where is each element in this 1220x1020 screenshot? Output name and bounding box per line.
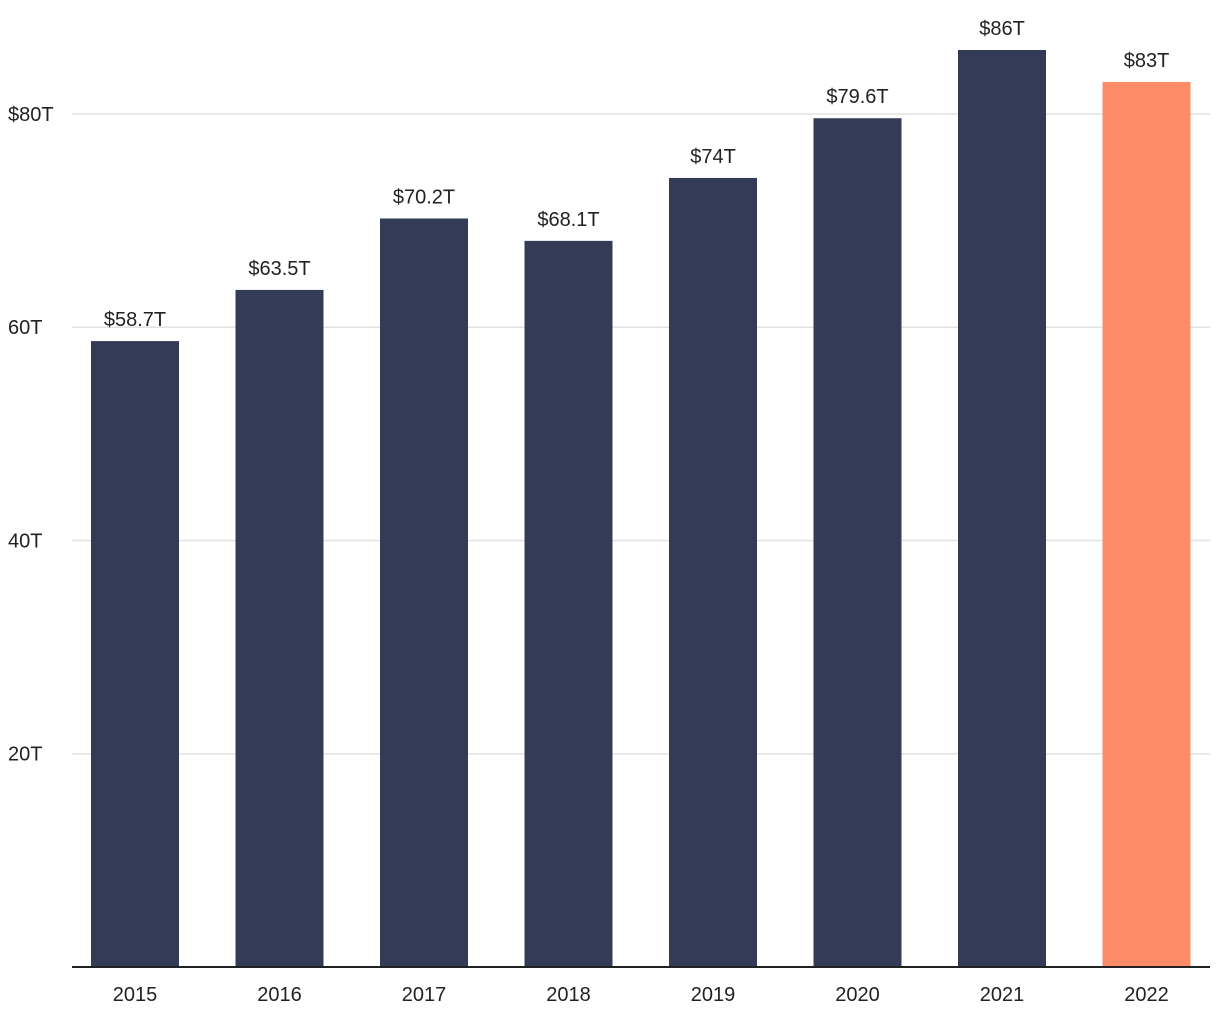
x-tick-label-2017: 2017 bbox=[402, 984, 447, 1006]
value-label-2017: $70.2T bbox=[393, 186, 455, 208]
value-label-2019: $74T bbox=[690, 146, 736, 168]
value-label-2021: $86T bbox=[979, 18, 1025, 40]
value-label-2022: $83T bbox=[1124, 50, 1170, 72]
x-tick-label-2020: 2020 bbox=[835, 984, 880, 1006]
bar-2018 bbox=[524, 240, 613, 967]
y-tick-label: 20T bbox=[8, 744, 42, 766]
bar-2020 bbox=[813, 118, 902, 967]
y-tick-label: $80T bbox=[8, 104, 54, 126]
value-label-2018: $68.1T bbox=[537, 209, 599, 231]
x-tick-label-2016: 2016 bbox=[257, 984, 302, 1006]
value-label-2020: $79.6T bbox=[826, 86, 888, 108]
value-labels: $58.7T $63.5T $70.2T $68.1T $74T $79.6T $86T $8… bbox=[104, 18, 1169, 331]
bar-2021 bbox=[958, 50, 1046, 967]
y-axis-ticks: 20T 40T 60T $80T bbox=[8, 104, 54, 766]
bar-2016 bbox=[235, 289, 324, 967]
value-label-2015: $58.7T bbox=[104, 309, 166, 331]
x-tick-label-2018: 2018 bbox=[546, 984, 591, 1006]
x-axis-ticks: 2015 2016 2017 2018 2019 2020 2021 2022 bbox=[113, 984, 1169, 1006]
bar-2017 bbox=[380, 218, 468, 967]
y-tick-label: 40T bbox=[8, 530, 42, 552]
x-tick-label-2022: 2022 bbox=[1124, 984, 1169, 1006]
x-tick-label-2015: 2015 bbox=[113, 984, 158, 1006]
bar-2019 bbox=[669, 177, 757, 967]
x-tick-label-2019: 2019 bbox=[691, 984, 736, 1006]
bar-2015 bbox=[91, 341, 179, 967]
bar-2022 bbox=[1102, 81, 1191, 967]
y-tick-label: 60T bbox=[8, 317, 42, 339]
bars bbox=[91, 50, 1191, 967]
x-tick-label-2021: 2021 bbox=[980, 984, 1025, 1006]
value-label-2016: $63.5T bbox=[248, 258, 310, 280]
